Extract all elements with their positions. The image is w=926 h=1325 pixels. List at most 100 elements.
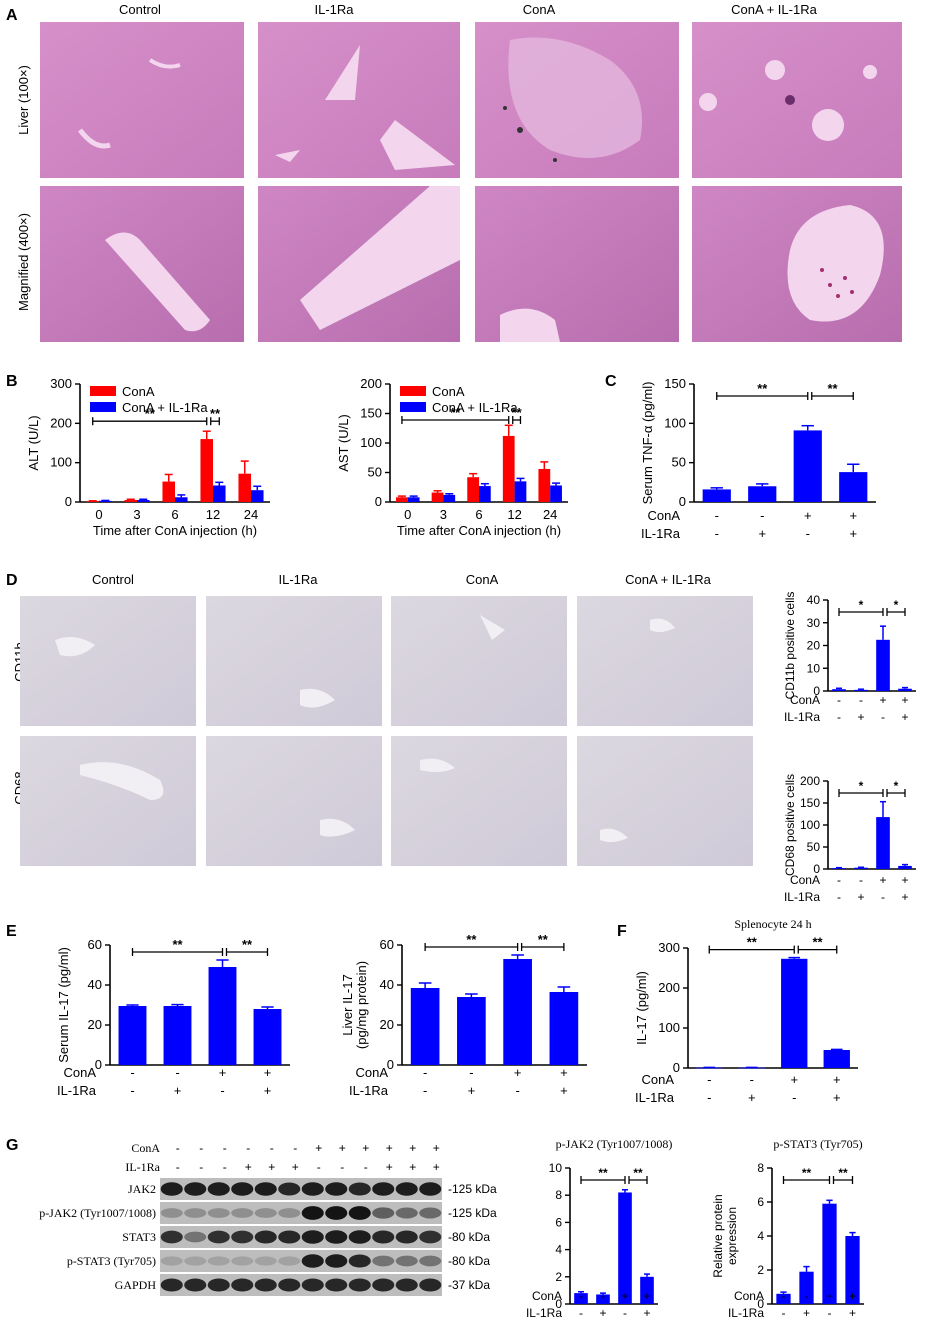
chart-c-ytick-label: 0 [679,494,686,509]
chart-f-ytick-label: 200 [658,980,680,995]
blot-band [348,1230,371,1244]
chart-b2-xtick-label: 12 [507,507,521,522]
chart-g1-ytick-label: 6 [555,1215,562,1229]
chart-d2-bar [854,867,868,869]
chart-b1-bar-cona [162,481,175,502]
chart-d2-sig-text: * [859,779,864,793]
chart-c-cona-sign: - [760,508,764,523]
chart-b1-bar-cona [86,501,99,503]
chart-f-ylabel: IL-17 (pg/ml) [634,971,649,1045]
chart-b1-bar-cona-il1ra [175,497,188,502]
he-image-cona-100x [475,22,679,178]
ihc-image-cd11b-control [20,596,196,726]
blot-il1ra-sign: + [292,1160,299,1174]
chart-c-bar [748,486,777,502]
chart-g1-il1ra-sign: + [599,1306,606,1320]
chart-b2-ytick-label: 0 [375,494,382,509]
blot-membrane [160,1202,442,1224]
blot-band [207,1230,230,1244]
chart-d1-il1ra-sign: + [901,710,908,724]
chart-d2-bar [832,868,846,869]
chart-f-il1ra-sign: + [833,1090,841,1105]
blot-band [254,1278,277,1292]
chart-e2-il1ra-sign: - [423,1083,427,1098]
chart-d2-cona-label: ConA [790,873,820,887]
chart-g2-bar [799,1271,814,1304]
chart-c-bar [793,430,822,502]
blot-row: p-JAK2 (Tyr1007/1008) -125 kDa [39,1202,497,1224]
chart-f-bar [823,1050,850,1068]
blot-band [278,1208,301,1218]
blot-il1ra-sign: - [199,1160,203,1174]
d-col-label-control: Control [92,572,134,587]
blot-membrane [160,1250,442,1272]
blot-kda-label: -37 kDa [448,1278,490,1292]
chart-e2-cona-sign: + [560,1065,568,1080]
chart-f-cona-sign: + [833,1072,841,1087]
chart-d1-sig-text: * [894,598,899,612]
blot-cona-label: ConA [131,1141,160,1155]
chart-e2-ylabel-line2: (pg/mg protein) [354,961,369,1049]
chart-c-il1ra-sign: - [806,526,810,541]
chart-c-ylabel: Serum TNF-α (pg/ml) [640,382,655,505]
chart-b1-legend-swatch [90,402,116,412]
chart-d2-cona-sign: + [879,873,886,887]
blot-rows: JAK2 -125 kDa p-JAK2 (Tyr1007/1008) -125 kD… [39,1178,497,1296]
he-image-cona-il1ra-400x [692,186,902,342]
blot-band [254,1182,277,1196]
chart-b1-xtick-label: 6 [171,507,178,522]
chart-g1-cona-sign: - [579,1289,583,1303]
chart-b2-bar-cona-il1ra [407,497,420,502]
he-image-il1ra-400x [258,186,460,342]
chart-f-cona-sign: - [707,1072,711,1087]
blot-band [207,1278,230,1292]
col-label-il1ra: IL-1Ra [314,2,354,17]
blot-cona-sign: - [270,1141,274,1155]
chart-b2-legend-label: ConA [432,384,465,399]
chart-g1-bar [640,1276,654,1304]
blot-cona-sign: - [199,1141,203,1155]
he-image-control-100x [40,22,244,178]
blot-il1ra-sign: + [409,1160,416,1174]
chart-e2-bar [410,988,440,1065]
chart-d2-ytick-label: 0 [813,862,820,876]
chart-g1-il1ra-label: IL-1Ra [526,1306,562,1320]
chart-d1-cona-sign: + [901,693,908,707]
chart-f-ytick-label: 100 [658,1020,680,1035]
chart-b2-bar-cona [467,477,479,502]
chart-b1-ytick-label: 100 [50,455,72,470]
chart-g2: 0 2 4 6 8 Relative protein expression ConA IL-1R… [711,1137,864,1320]
blot-kda-label: -80 kDa [448,1230,490,1244]
he-image-il1ra-100x [258,22,460,178]
chart-b1-bar-cona [238,473,251,502]
blot-sign-rows: - - - - - - + + + + + + - - - + + + - - - + + + [176,1141,440,1174]
chart-d2-ylabel: CD68 positive cells [783,774,797,876]
blot-protein-label: GAPDH [115,1278,157,1292]
blot-il1ra-sign: - [340,1160,344,1174]
chart-d1-cona-sign: - [837,693,841,707]
chart-g2-bar [845,1236,860,1304]
chart-b2-bar-cona-il1ra [550,485,562,502]
blot-band [160,1208,183,1218]
chart-g2-cona-sign: - [805,1289,809,1303]
chart-b2-sig-text: ** [512,405,523,420]
chart-d2-cona-sign: - [837,873,841,887]
blot-band [160,1256,183,1266]
chart-b1-ytick-label: 0 [65,494,72,509]
chart-g1-cona-label: ConA [532,1289,562,1303]
chart-c-il1ra-sign: + [849,526,857,541]
blot-membrane [160,1178,442,1200]
panel-b-letter: B [6,373,18,390]
blot-band [160,1278,183,1292]
western-blot: ConA IL-1Ra - - - - - - + + + + + + - - - + + + - - - + + + JAK… [39,1141,497,1296]
blot-band [278,1182,301,1196]
chart-d1-ytick-label: 0 [813,684,820,698]
chart-d1-bar [876,639,890,691]
chart-e1-bar [208,967,237,1065]
chart-d2-il1ra-sign: - [881,890,885,904]
chart-b1-sig-text: ** [145,406,156,421]
chart-e1-cona-label: ConA [63,1065,96,1080]
chart-g2-il1ra-sign: + [803,1306,810,1320]
chart-b1-bar-cona [200,439,213,502]
